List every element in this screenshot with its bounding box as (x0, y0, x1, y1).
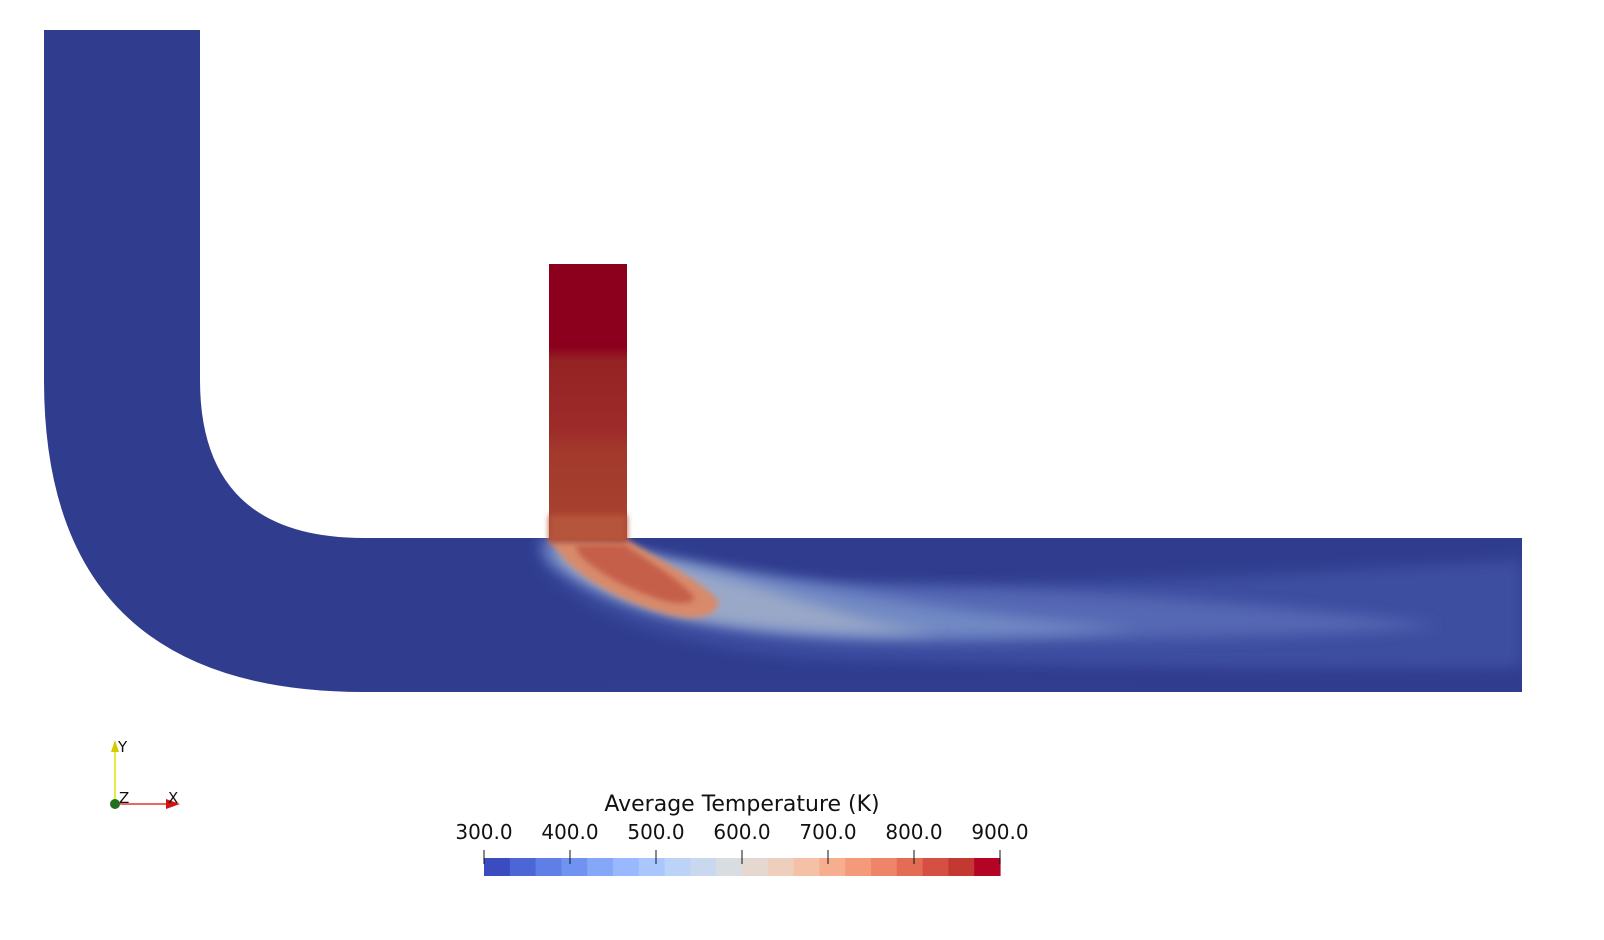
color-band (509, 858, 537, 876)
color-band (587, 858, 614, 876)
color-band (690, 858, 717, 876)
scalar-bar-title: Average Temperature (K) (604, 792, 879, 817)
color-band (484, 858, 511, 876)
hot-branch-pipe (549, 264, 627, 543)
color-band (613, 858, 640, 876)
color-band (716, 858, 743, 876)
scalar-bar-legend: Average Temperature (K) 300.0 400.0 500.0 6… (455, 792, 1029, 876)
scalar-bar-tick-label: 900.0 (971, 820, 1028, 844)
color-band (664, 858, 691, 876)
color-band (974, 858, 1001, 876)
color-band (535, 858, 562, 876)
color-band (922, 858, 949, 876)
axis-z-label: Z (119, 789, 129, 807)
color-band (742, 858, 769, 876)
scalar-bar-tick-label: 500.0 (627, 820, 684, 844)
main-pipe-domain (44, 30, 1522, 692)
scalar-bar-tick-label: 600.0 (713, 820, 770, 844)
color-band (896, 858, 924, 876)
scalar-bar-tick-label: 400.0 (541, 820, 598, 844)
color-band (767, 858, 795, 876)
color-band (948, 858, 975, 876)
scalar-bar-tick-label: 300.0 (455, 820, 512, 844)
color-band (871, 858, 898, 876)
color-band (793, 858, 820, 876)
color-band (845, 858, 872, 876)
jet-hottest-core (575, 545, 695, 604)
axis-y-label: Y (117, 738, 128, 756)
axis-x-label: X (168, 789, 178, 807)
orientation-axes: Y X Z (110, 738, 180, 809)
color-band (819, 858, 846, 876)
color-band (561, 858, 588, 876)
scalar-bar-tick-label: 800.0 (885, 820, 942, 844)
color-band (638, 858, 666, 876)
scalar-bar-tick-label: 700.0 (799, 820, 856, 844)
